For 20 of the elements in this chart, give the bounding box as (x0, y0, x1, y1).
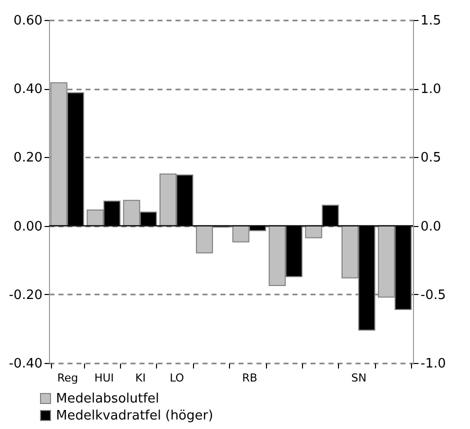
y-tick-label: -0.20 (8, 288, 42, 303)
y2-tick-label: -0.5 (420, 288, 446, 303)
x-tick-label: HUI (94, 372, 114, 384)
y-tick-label: 0.60 (14, 14, 42, 28)
x-tick-label: RB (242, 372, 258, 384)
y2-tick-label: 1.0 (420, 82, 442, 98)
y2-tick-label: 0.0 (420, 219, 442, 234)
y2-tick-label: 0.5 (420, 150, 442, 166)
x-tick-label: Reg (57, 372, 78, 384)
x-tick-label: SN (351, 372, 367, 384)
y-tick-label: 0.40 (14, 82, 42, 98)
x-tick-label: LO (170, 372, 184, 384)
y-tick-label: -0.40 (8, 356, 42, 372)
y-tick-label: 0.20 (14, 150, 42, 166)
y2-tick-label: -1.0 (420, 356, 446, 372)
x-tick-label: KI (135, 372, 146, 384)
y2-tick-label: 1.5 (420, 14, 442, 28)
y-tick-label: 0.00 (14, 219, 42, 234)
legend-label: Medelabsolutfel (56, 392, 160, 406)
legend-label: Medelkvadratfel (höger) (56, 408, 214, 424)
